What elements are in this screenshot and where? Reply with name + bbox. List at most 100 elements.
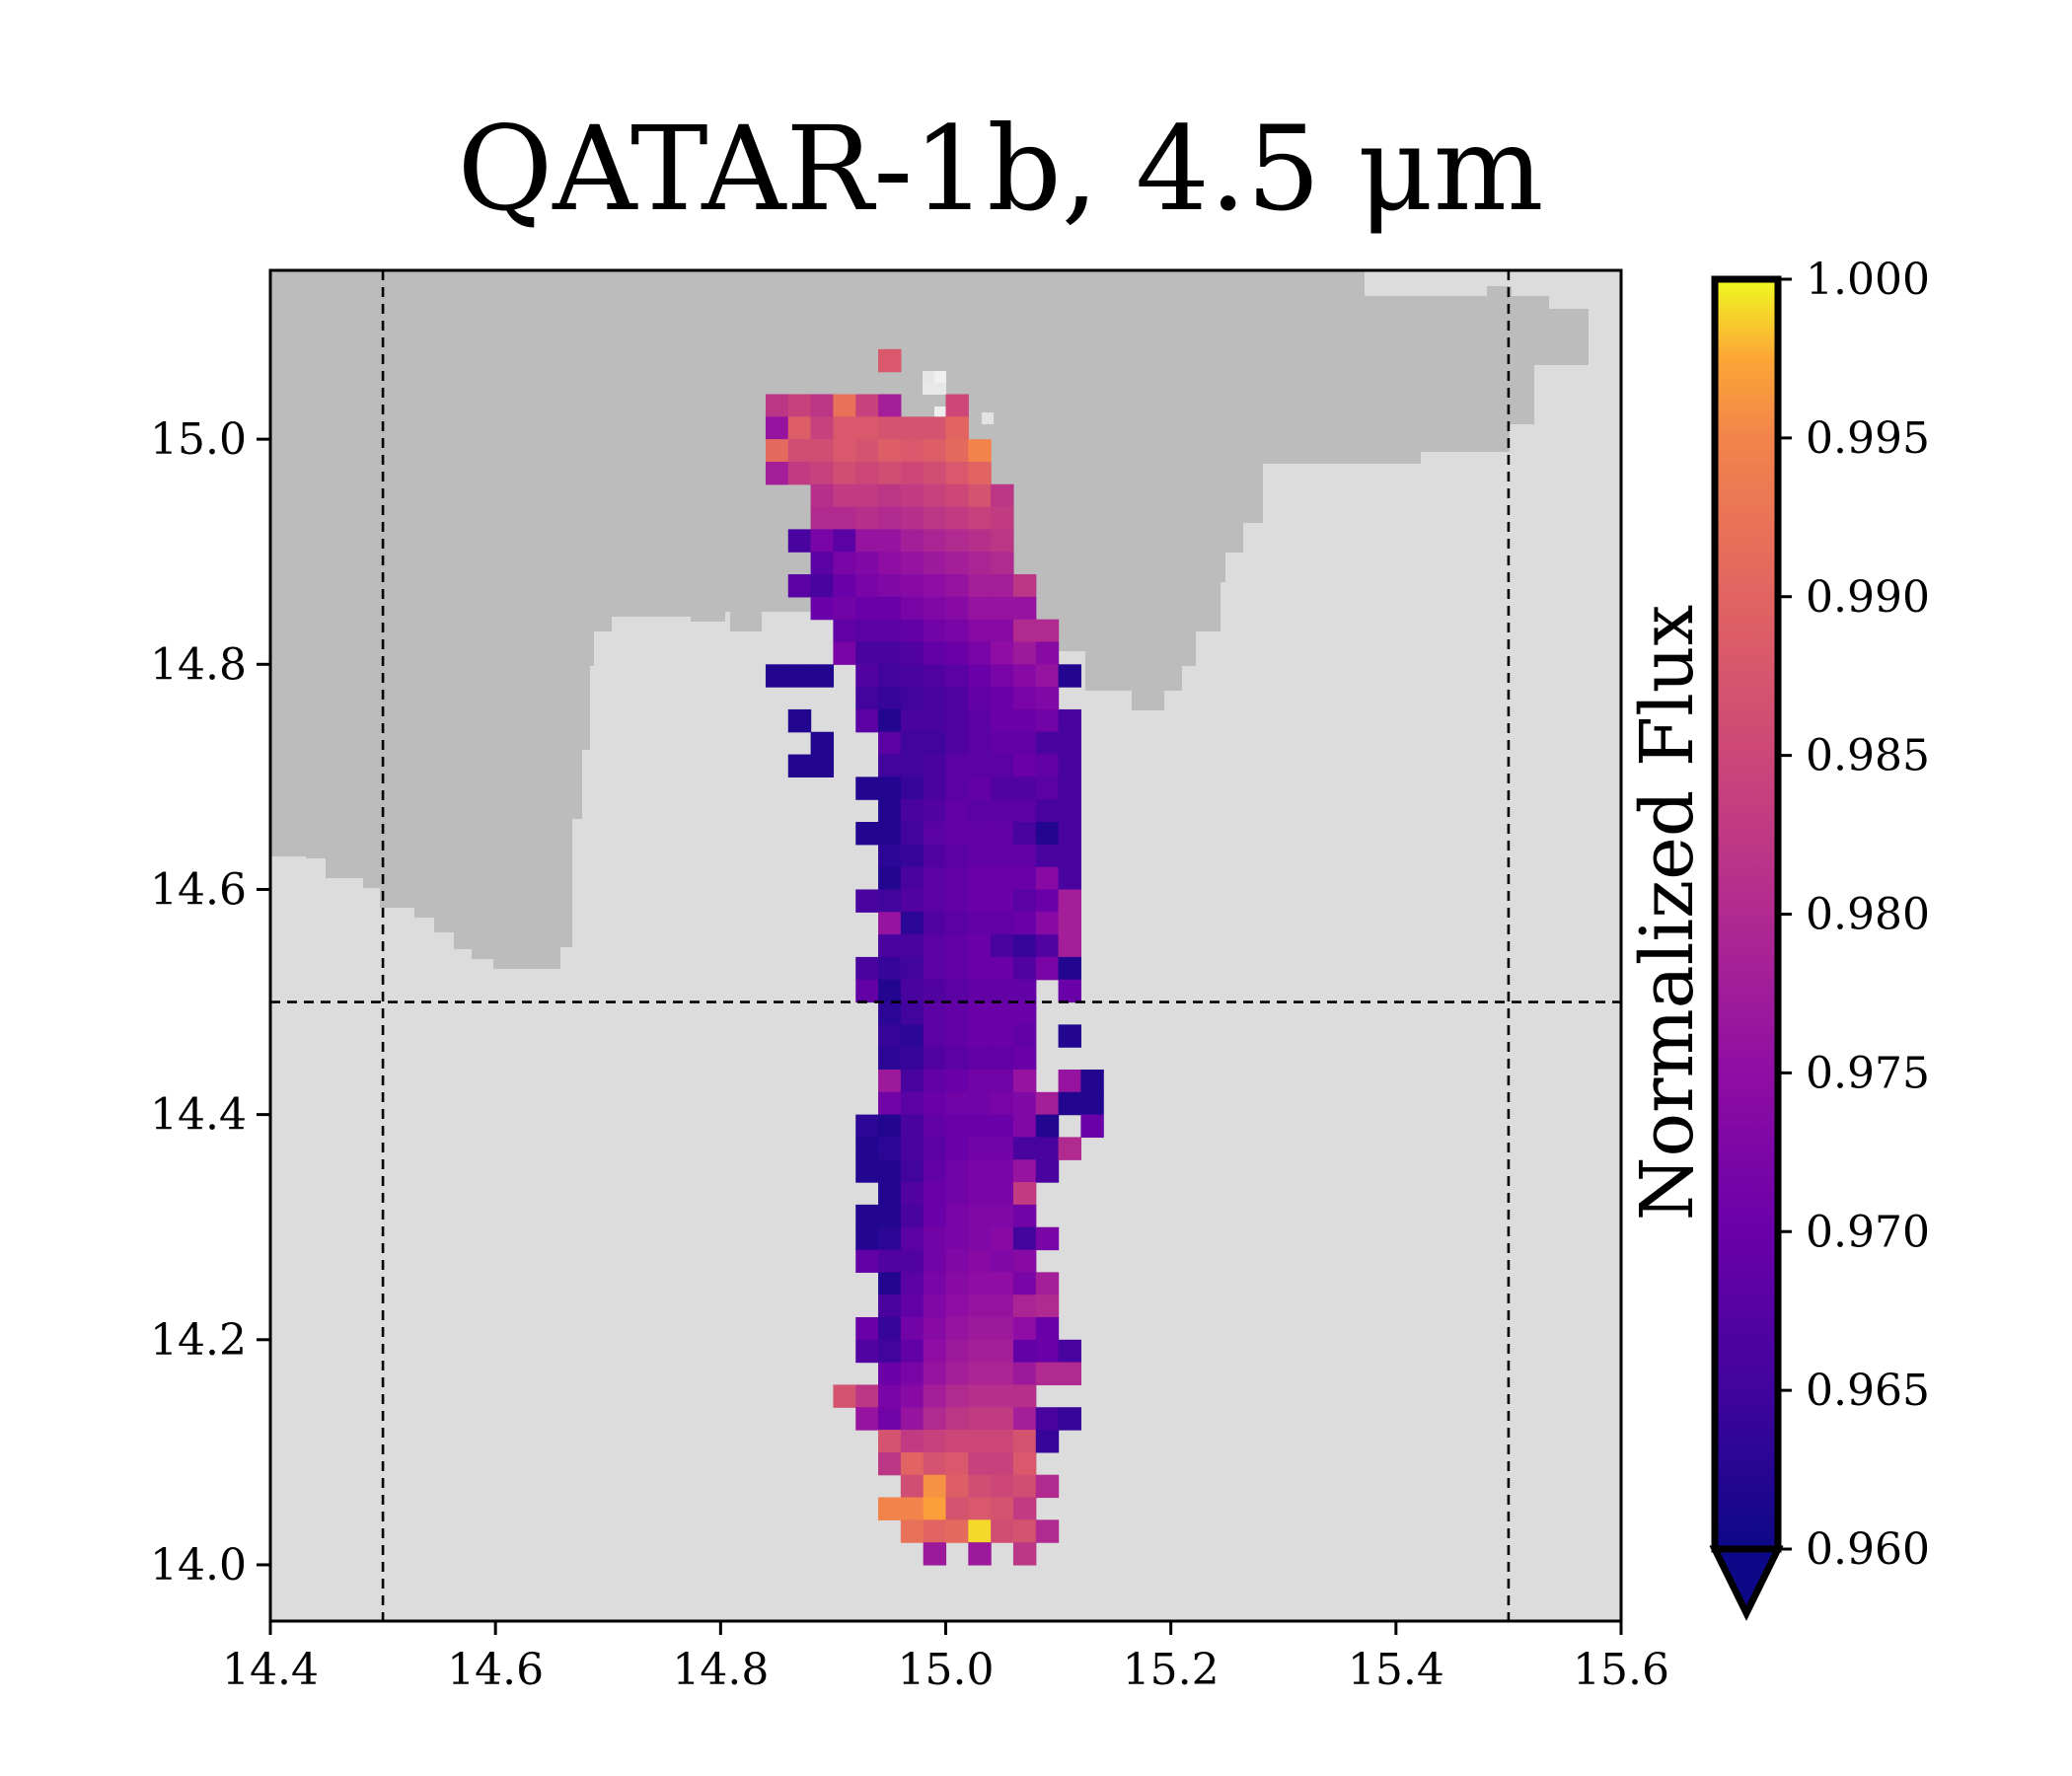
- heat-cell: [855, 979, 879, 1003]
- heat-cell: [1035, 912, 1060, 935]
- heat-cell: [1012, 1114, 1037, 1139]
- heat-cell: [1035, 889, 1060, 913]
- heat-cell: [878, 529, 902, 553]
- colorbar-tick-label: 0.990: [1806, 572, 1930, 623]
- heat-cell: [833, 416, 856, 440]
- heat-cell: [945, 1001, 969, 1025]
- heat-cell: [833, 641, 856, 665]
- colorbar-label: Normalized Flux: [1625, 605, 1710, 1221]
- heat-cell: [1035, 687, 1060, 710]
- heat-cell: [945, 1272, 969, 1295]
- heat-cell: [1058, 979, 1081, 1003]
- heat-cell: [900, 1339, 925, 1364]
- y-tick-label: 14.0: [150, 1540, 247, 1591]
- heat-cell: [945, 529, 969, 553]
- heat-cell: [1012, 664, 1037, 688]
- heat-cell: [765, 461, 789, 485]
- heat-cell: [991, 1430, 1014, 1453]
- heat-cell: [968, 1047, 992, 1071]
- heat-cell: [878, 1091, 902, 1116]
- heat-cell: [1012, 754, 1037, 777]
- heat-cell: [968, 1316, 992, 1341]
- heat-cell: [968, 956, 992, 981]
- heat-cell: [855, 483, 879, 508]
- heat-cell: [923, 1024, 947, 1048]
- heat-cell: [1035, 619, 1060, 643]
- heat-cell: [855, 574, 879, 598]
- heat-cell: [945, 708, 969, 733]
- heat-cell: [900, 1114, 925, 1139]
- heat-cell: [1058, 1407, 1081, 1431]
- heat-cell: [923, 1519, 947, 1543]
- heat-cell: [1012, 1226, 1037, 1251]
- heat-cell: [900, 641, 925, 665]
- heat-cell: [968, 1204, 992, 1228]
- heat-cell: [900, 1024, 925, 1048]
- heat-cell: [855, 1226, 879, 1251]
- heat-cell: [968, 619, 992, 643]
- heat-cell: [1058, 889, 1081, 913]
- heat-cell: [1058, 1362, 1081, 1386]
- heat-cell: [991, 1249, 1014, 1273]
- heat-cell: [878, 866, 902, 891]
- heat-cell: [923, 596, 947, 621]
- heat-cell: [787, 754, 812, 777]
- heat-cell: [1012, 708, 1037, 733]
- heat-cell: [923, 574, 947, 598]
- heat-cell: [968, 1091, 992, 1116]
- heat-cell: [991, 506, 1014, 530]
- heat-cell: [833, 483, 856, 508]
- heat-cell: [968, 754, 992, 777]
- heat-cell: [878, 1339, 902, 1364]
- heat-cell: [900, 1226, 925, 1251]
- heat-cell: [923, 1316, 947, 1341]
- heat-cell: [991, 956, 1014, 981]
- heat-cell: [900, 1451, 925, 1476]
- heat-cell: [900, 1272, 925, 1295]
- heat-cell: [968, 1407, 992, 1431]
- heat-cell: [1012, 1407, 1037, 1431]
- heat-cell: [991, 1226, 1014, 1251]
- heat-cell: [900, 574, 925, 598]
- heat-cell: [968, 822, 992, 846]
- colorbar-gradient: [1711, 275, 1782, 1553]
- heat-cell: [1012, 1182, 1037, 1206]
- heat-cell: [810, 529, 835, 553]
- heat-cell: [1035, 1519, 1060, 1543]
- heat-cell: [945, 889, 969, 913]
- heat-cell: [855, 1159, 879, 1183]
- heat-cell: [968, 912, 992, 935]
- heat-cell: [765, 664, 789, 688]
- heat-cell: [991, 844, 1014, 868]
- heat-cell: [765, 394, 789, 417]
- heat-cell: [855, 708, 879, 733]
- heat-cell: [900, 1182, 925, 1206]
- heat-cell: [923, 1114, 947, 1139]
- heat-cell: [855, 1384, 879, 1408]
- heat-cell: [1035, 641, 1060, 665]
- heat-cell: [945, 1451, 969, 1476]
- heat-cell: [878, 731, 902, 756]
- heat-cell: [923, 1407, 947, 1431]
- heat-cell: [1035, 1474, 1060, 1499]
- heat-cell: [855, 416, 879, 440]
- heat-cell: [855, 1114, 879, 1139]
- heat-cell: [900, 1474, 925, 1499]
- heat-cell: [991, 596, 1014, 621]
- heat-cell: [923, 1001, 947, 1025]
- heat-cell: [878, 1182, 902, 1206]
- heat-cell: [923, 822, 947, 846]
- heat-cell: [878, 619, 902, 643]
- heat-cell: [968, 483, 992, 508]
- heat-cell: [945, 731, 969, 756]
- heat-cell: [945, 1091, 969, 1116]
- heat-cell: [1012, 641, 1037, 665]
- heat-cell: [945, 1519, 969, 1543]
- heat-cell: [878, 889, 902, 913]
- heat-cell: [923, 1182, 947, 1206]
- heat-cell: [878, 664, 902, 688]
- heat-cell: [991, 799, 1014, 823]
- heat-cell: [855, 777, 879, 800]
- heat-cell: [945, 552, 969, 575]
- heat-cell: [945, 1047, 969, 1071]
